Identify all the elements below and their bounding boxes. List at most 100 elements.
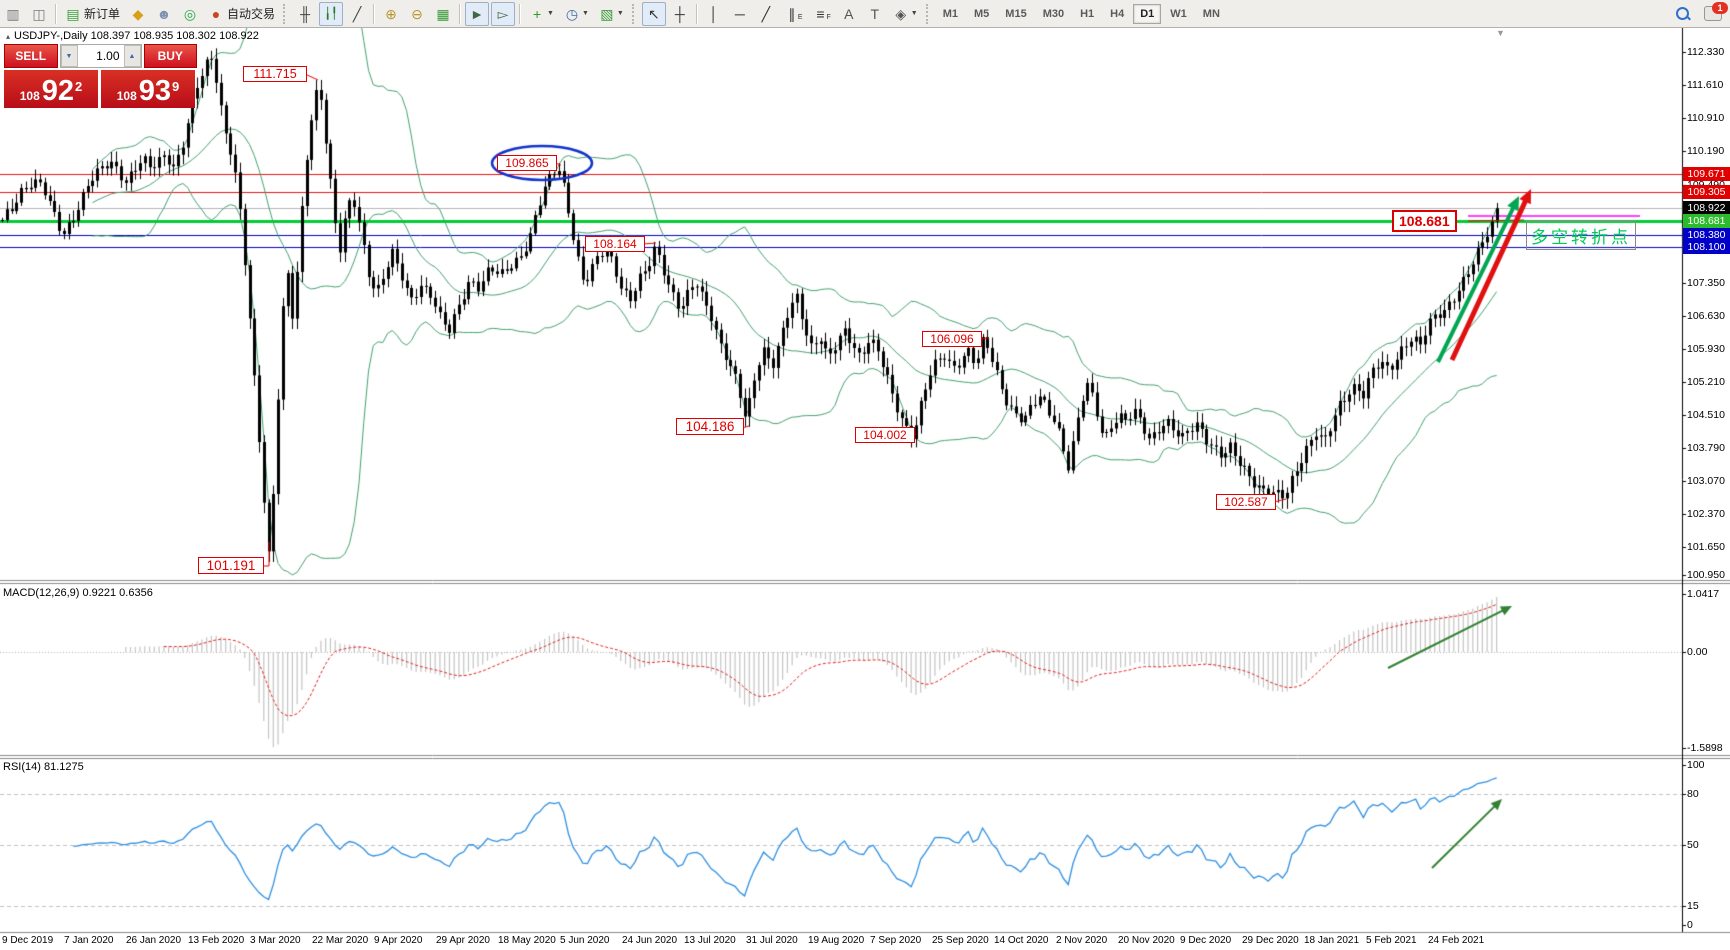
toolbar-drag-handle [631,3,638,24]
bar-chart-mode-icon[interactable]: ╫ [293,2,317,26]
price-axis-tick: 100.950 [1687,569,1725,581]
line-chart-mode-icon: ╱ [352,5,362,22]
date-axis-label: 9 Dec 2020 [1180,935,1232,946]
price-callout-101.191[interactable]: 101.191 [198,557,264,574]
buy-button[interactable]: BUY [143,44,197,68]
candle-chart-mode-icon[interactable]: ╽╿ [319,1,344,26]
tile-windows-icon[interactable]: ▦ [431,2,455,26]
chart-window-icon[interactable]: ▥ [1,2,25,26]
macd-axis-tick: -1.5898 [1687,742,1723,754]
timeframe-button-m5[interactable]: M5 [974,7,990,20]
symbol-title: USDJPY-,Daily 108.397 108.935 108.302 10… [14,30,259,42]
price-axis-tick: 107.350 [1687,277,1725,289]
trendline-icon[interactable]: ╱ [754,2,778,26]
price-axis-tick: 103.790 [1687,442,1725,454]
date-axis-label: 25 Sep 2020 [932,935,989,946]
chart-shift-marker-icon[interactable]: ▼ [1496,28,1505,38]
styler-icon[interactable]: ◆ [126,2,150,26]
timeframe-button-m15[interactable]: M15 [1005,7,1027,20]
price-axis-tick: 103.070 [1687,475,1725,487]
volume-decrease-button[interactable]: ▼ [60,45,78,67]
bull-bear-turning-point-annotation[interactable]: 多空转折点 [1526,221,1636,250]
line-chart-mode-icon[interactable]: ╱ [345,2,369,26]
horizontal-line-icon[interactable]: ─ [728,2,752,26]
date-axis-label: 9 Dec 2019 [2,935,54,946]
timeframe-button-w1[interactable]: W1 [1170,7,1187,20]
chart-shift-icon[interactable]: ▻ [491,1,516,26]
date-axis-label: 29 Dec 2020 [1242,935,1299,946]
auto-trading-icon[interactable]: ● 自动交易 [204,2,279,26]
indicators-icon: + [532,5,542,22]
timeframe-button-m30[interactable]: M30 [1042,7,1065,20]
date-axis-label: 9 Apr 2020 [374,935,423,946]
toolbar-separator [695,3,698,24]
price-callout-109.865[interactable]: 109.865 [497,155,557,171]
timeframe-button-m1[interactable]: M1 [942,7,959,20]
text-icon: A [844,5,854,22]
collapse-panel-icon[interactable]: ▴ [6,32,11,41]
dropdown-arrow-icon: ▼ [581,10,589,17]
channel-icon[interactable]: ∥ E [780,2,807,26]
channel-icon-sub: E [797,14,803,21]
cursor-icon[interactable]: ↖ [641,1,666,26]
price-callout-102.587[interactable]: 102.587 [1216,494,1276,510]
buy-price-tile[interactable]: 108 93 9 [101,70,195,108]
price-axis-tick: 111.610 [1687,79,1724,91]
search-icon-tail [1686,15,1691,20]
text-icon[interactable]: A [837,2,861,26]
price-callout-111.715[interactable]: 111.715 [243,66,307,82]
new-order-icon[interactable]: ▤ 新订单 [61,2,124,26]
rsi-axis-tick: 15 [1687,900,1699,912]
label-icon: T [870,5,880,22]
sell-button[interactable]: SELL [4,44,58,68]
profile-icon: ☻ [156,5,172,22]
auto-scroll-icon[interactable]: ► [465,1,490,26]
styler-icon: ◆ [132,5,144,22]
buy-price-big: 93 [138,75,172,107]
periods-icon[interactable]: ◷ ▼ [560,2,593,26]
arrows-tool-icon[interactable]: ◈ ▼ [889,2,922,26]
price-axis-tick: 105.930 [1687,343,1725,355]
timeframe-button-d1[interactable]: D1 [1133,3,1162,24]
date-axis-label: 24 Feb 2021 [1428,935,1485,946]
search-icon[interactable] [1676,6,1691,21]
toolbar-drag-handle [925,3,932,24]
date-axis-label: 3 Mar 2020 [250,935,301,946]
tile-windows-icon: ▦ [436,5,450,22]
price-callout-104.002[interactable]: 104.002 [855,427,915,443]
zoom-out-icon[interactable]: ⊖ [405,2,429,26]
indicators-icon[interactable]: + ▼ [525,2,558,26]
price-axis-tick: 101.650 [1687,541,1725,553]
search-icon-lens [1676,6,1689,20]
fibonacci-icon[interactable]: ≡ F [809,2,835,26]
market-watch-icon[interactable]: ◫ [27,2,51,26]
crosshair-icon: ┼ [674,5,685,22]
new-order-icon: ▤ [66,5,80,22]
notifications-icon[interactable]: 1 [1704,2,1728,21]
volume-input[interactable] [77,45,124,67]
volume-increase-button[interactable]: ▲ [123,45,141,67]
templates-icon[interactable]: ▧ ▼ [595,2,628,26]
periods-icon: ◷ [565,5,579,22]
fibonacci-icon-sub: F [826,14,831,21]
profile-icon[interactable]: ☻ [152,2,176,26]
broadcast-icon[interactable]: ◎ [178,2,202,26]
crosshair-icon[interactable]: ┼ [668,2,692,26]
zoom-in-icon[interactable]: ⊕ [379,2,403,26]
price-level-label-108681[interactable]: 108.681 [1392,210,1457,232]
sell-price-tile[interactable]: 108 92 2 [4,70,98,108]
label-icon[interactable]: T [863,2,887,26]
price-callout-108.164[interactable]: 108.164 [585,236,645,252]
dropdown-arrow-icon: ▼ [910,10,918,17]
price-callout-104.186[interactable]: 104.186 [676,418,744,435]
price-badge-108.681: 108.681 [1683,214,1730,228]
timeframe-button-mn[interactable]: MN [1202,7,1220,20]
timeframe-button-h1[interactable]: H1 [1080,7,1095,20]
date-axis-label: 29 Apr 2020 [436,935,490,946]
timeframe-button-h4[interactable]: H4 [1110,7,1125,20]
vertical-line-icon[interactable]: │ [702,2,726,26]
price-badge-108.922: 108.922 [1683,201,1730,215]
price-callout-106.096[interactable]: 106.096 [922,331,982,347]
